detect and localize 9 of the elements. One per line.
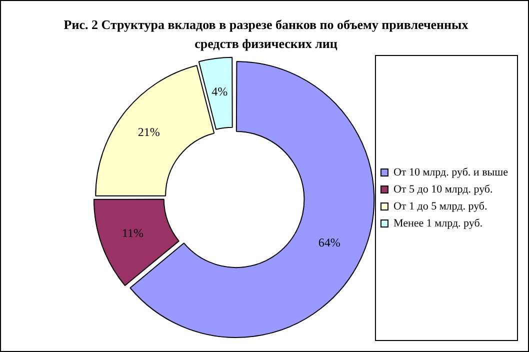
data-label: 11% <box>122 226 144 240</box>
chart-title: Рис. 2 Структура вкладов в разрезе банков по объему привлеченных средств физических лиц <box>62 16 470 53</box>
legend-label: От 5 до 10 млрд. руб. <box>393 183 494 196</box>
legend-label: От 1 до 5 млрд. руб. <box>393 200 488 212</box>
legend-label: Менее 1 млрд. руб. <box>393 217 483 230</box>
data-label: 21% <box>138 124 160 139</box>
data-label: 4% <box>212 84 228 98</box>
data-label: 64% <box>318 236 340 250</box>
legend-label: От 10 млрд. руб. и выше <box>393 166 508 178</box>
